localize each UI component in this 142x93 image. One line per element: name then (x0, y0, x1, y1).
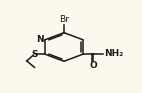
Text: O: O (90, 61, 97, 70)
Text: N: N (36, 35, 44, 44)
Text: NH₂: NH₂ (104, 49, 123, 58)
Text: Br: Br (59, 15, 69, 24)
Text: S: S (31, 50, 38, 59)
